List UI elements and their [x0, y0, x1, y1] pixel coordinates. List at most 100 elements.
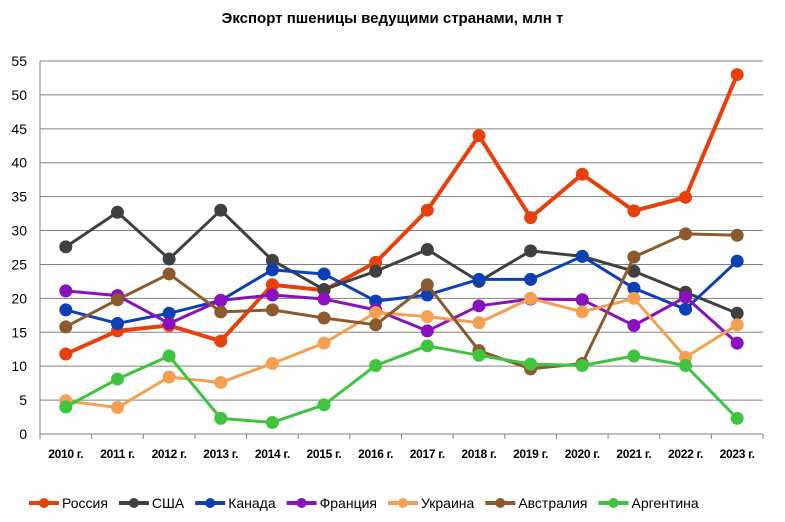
data-point [265, 303, 279, 317]
y-tick-label: 25 [11, 256, 27, 272]
data-point [679, 227, 693, 241]
y-tick-label: 30 [11, 223, 27, 239]
x-tick-label: 2019 г. [513, 447, 548, 461]
data-point [317, 336, 331, 350]
data-point [679, 359, 693, 373]
data-point [627, 291, 641, 305]
data-point [214, 411, 228, 425]
data-point [110, 316, 124, 330]
data-point [110, 372, 124, 386]
series-line-Аргентина [65, 344, 739, 424]
legend-label: США [152, 495, 185, 511]
data-point [420, 288, 434, 302]
series-line-Россия [65, 73, 740, 356]
data-point [679, 290, 693, 304]
series-line-Франция [65, 289, 739, 345]
data-point [317, 292, 331, 306]
x-tick-label: 2017 г. [410, 447, 445, 461]
data-point [730, 411, 744, 425]
data-point [265, 288, 279, 302]
data-point [627, 281, 641, 295]
data-point [679, 302, 693, 316]
data-point [730, 318, 744, 332]
legend-label: Украина [421, 495, 475, 511]
data-point [162, 306, 176, 320]
data-point [369, 264, 383, 278]
legend-marker [495, 498, 506, 508]
data-point [59, 240, 73, 254]
data-point [162, 252, 176, 266]
y-tick-label: 15 [11, 324, 27, 340]
data-point [265, 356, 279, 370]
data-point [627, 250, 641, 264]
y-tick-label: 5 [19, 392, 27, 408]
y-tick-label: 35 [11, 189, 27, 205]
data-point [627, 318, 641, 332]
legend-label: Австралия [518, 495, 587, 511]
data-point [679, 190, 693, 204]
x-tick-label: 2015 г. [307, 447, 342, 461]
y-tick-label: 10 [11, 358, 27, 374]
series-line-США [64, 208, 738, 315]
data-point [575, 167, 589, 181]
data-point [730, 306, 744, 320]
data-point [214, 293, 228, 307]
x-tick-label: 2016 г. [358, 447, 393, 461]
data-point [369, 318, 383, 332]
legend-label: Аргентина [632, 495, 699, 511]
data-point [420, 278, 434, 292]
data-point [627, 264, 641, 278]
legend-marker [205, 498, 216, 508]
data-point [59, 347, 73, 361]
data-point [472, 316, 486, 330]
data-point [317, 311, 331, 325]
data-point [420, 324, 434, 338]
data-point [369, 306, 383, 320]
data-point [162, 316, 176, 330]
data-point [110, 293, 124, 307]
data-point [575, 249, 589, 263]
x-tick-label: 2018 г. [461, 447, 496, 461]
data-point [575, 293, 589, 307]
legend-label: Россия [62, 495, 108, 511]
data-point [214, 203, 228, 217]
legend-label: Франция [320, 495, 377, 511]
legend-marker [296, 498, 307, 508]
data-point [730, 228, 744, 242]
data-point [265, 263, 279, 277]
data-point [575, 359, 589, 373]
data-point [472, 129, 486, 143]
data-point [524, 357, 538, 371]
data-point [214, 375, 228, 389]
data-point [730, 336, 744, 350]
y-tick-label: 20 [11, 290, 27, 306]
data-point [730, 68, 744, 82]
data-point [59, 303, 73, 317]
data-point [214, 334, 228, 348]
data-point [524, 211, 538, 225]
y-tick-label: 50 [11, 87, 27, 103]
legend-label: Канада [228, 495, 276, 511]
data-point [317, 398, 331, 412]
x-tick-label: 2021 г. [616, 447, 651, 461]
data-point [59, 320, 73, 334]
data-point [524, 291, 538, 305]
y-tick-label: 55 [11, 53, 27, 69]
series-line-Канада [65, 254, 739, 325]
data-point [317, 283, 331, 297]
legend-marker [128, 498, 139, 508]
data-point [730, 254, 744, 268]
y-tick-label: 45 [11, 121, 27, 137]
chart-title: Экспорт пшеницы ведущими странами, млн т [221, 10, 564, 27]
data-point [420, 339, 434, 353]
data-point [59, 400, 73, 414]
data-point [627, 204, 641, 218]
data-point [59, 284, 73, 298]
x-tick-label: 2023 г. [720, 447, 755, 461]
data-point [214, 305, 228, 319]
data-point [472, 299, 486, 313]
legend-marker [39, 498, 49, 508]
data-point [472, 348, 486, 362]
data-point [575, 305, 589, 319]
x-tick-label: 2014 г. [255, 447, 290, 461]
